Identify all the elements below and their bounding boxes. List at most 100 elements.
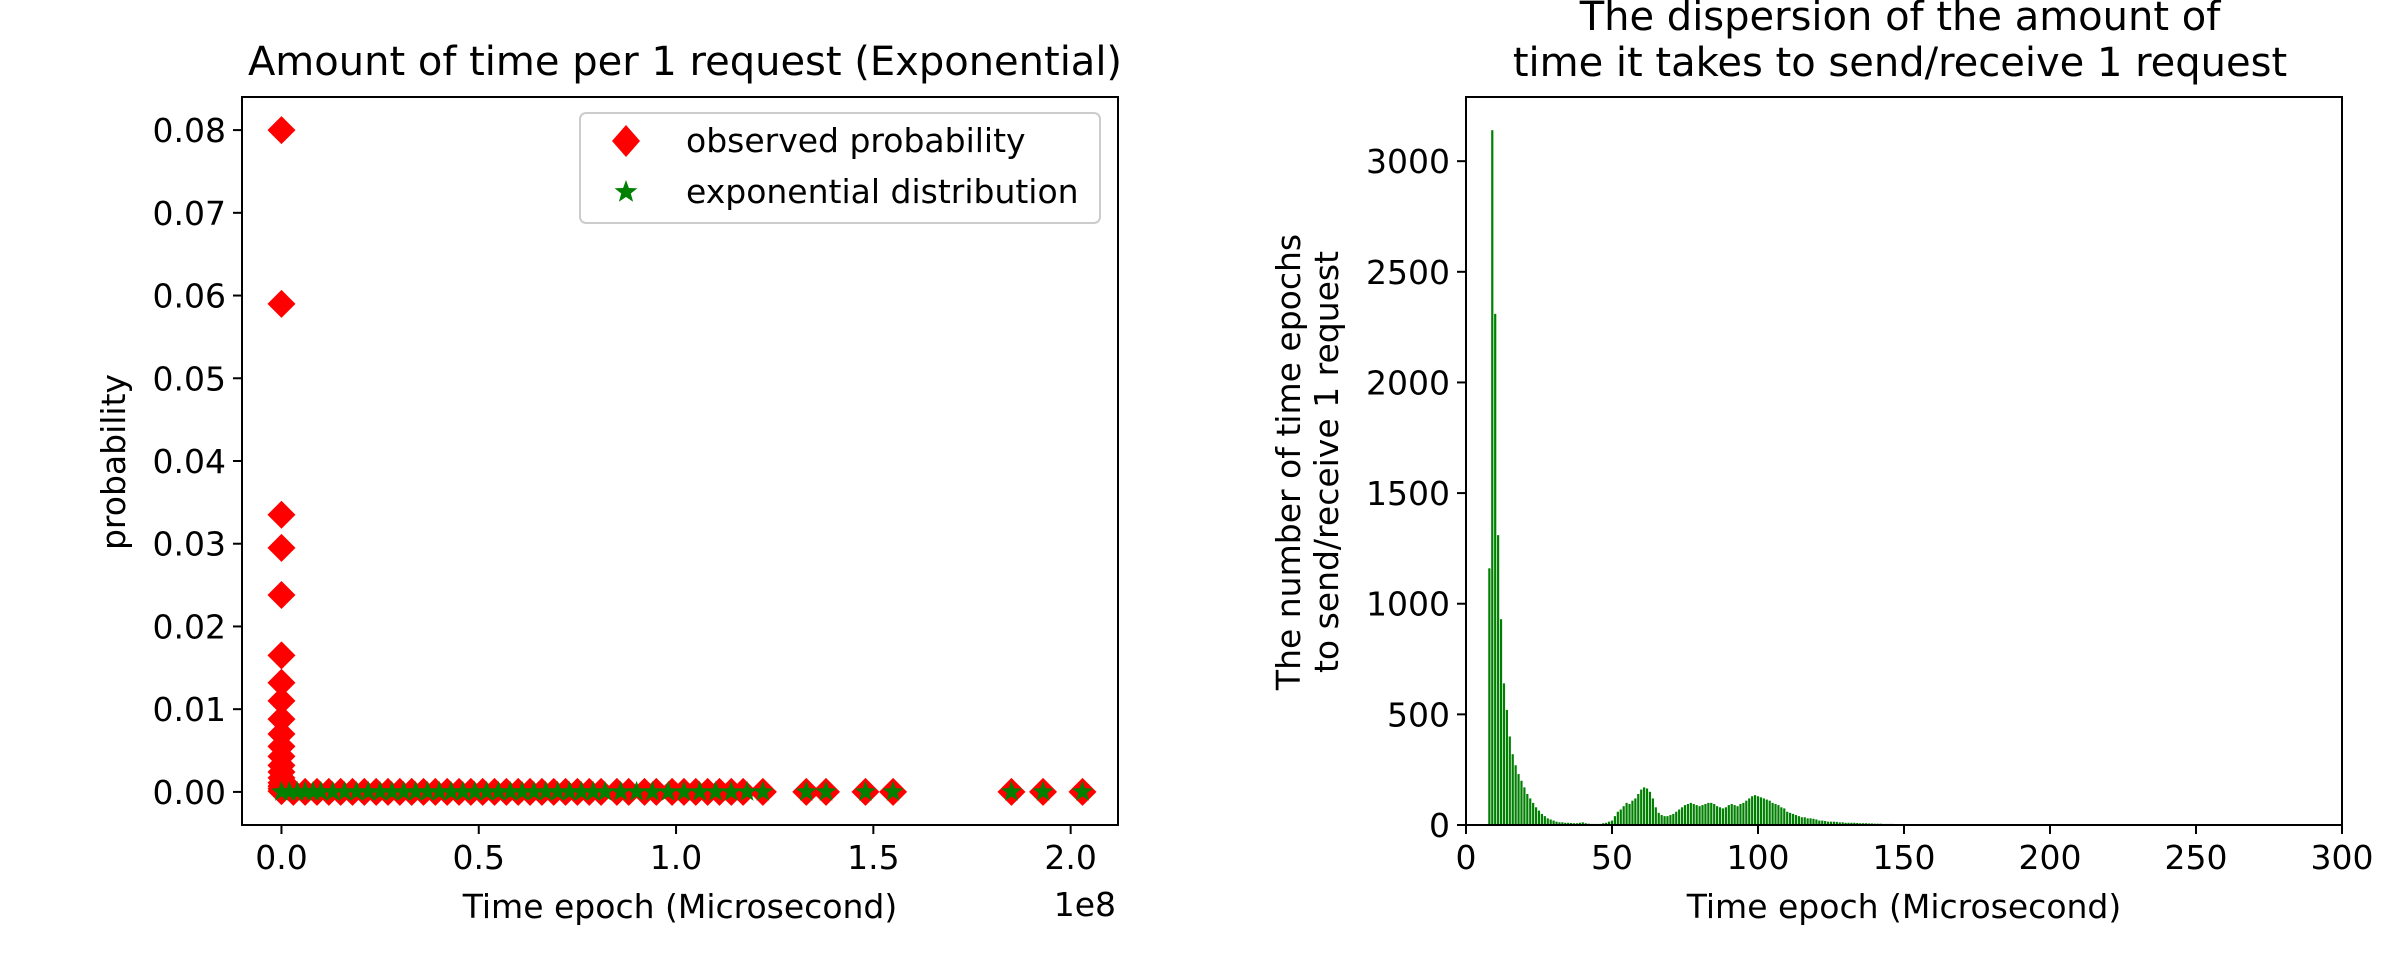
histogram-bar xyxy=(1552,820,1555,825)
right-y-tick-label: 0 xyxy=(1429,806,1450,845)
exponential-distribution-point xyxy=(657,780,679,801)
histogram-bar xyxy=(1853,822,1856,825)
histogram-bar xyxy=(1753,795,1757,825)
exponential-distribution-point xyxy=(278,780,300,801)
histogram-bar xyxy=(1543,816,1546,825)
histogram-bar xyxy=(1619,809,1622,825)
histogram-bar xyxy=(1520,780,1523,825)
histogram-bar xyxy=(1616,811,1619,825)
histogram-bar xyxy=(1502,683,1506,825)
histogram-bar xyxy=(1534,807,1538,825)
left-y-tick-label: 0.01 xyxy=(153,690,226,729)
x-offset-label: 1e8 xyxy=(1054,885,1116,924)
histogram-bar xyxy=(1824,821,1827,825)
histogram-bar xyxy=(1844,822,1847,825)
histogram-bar xyxy=(1771,802,1774,825)
left-x-tick-label: 2.0 xyxy=(1044,838,1096,877)
exponential-distribution-point xyxy=(428,780,450,801)
histogram-bar xyxy=(1713,803,1716,825)
legend-label-exponential: exponential distribution xyxy=(686,172,1079,211)
histogram-bar xyxy=(1777,805,1780,825)
histogram-bar xyxy=(1607,821,1611,825)
exponential-distribution-point xyxy=(570,780,592,801)
histogram-bar xyxy=(1695,805,1698,825)
histogram-bar xyxy=(1555,821,1558,825)
histogram-bar xyxy=(1567,822,1570,825)
exponential-distribution-point xyxy=(752,780,774,801)
histogram-bar xyxy=(1499,619,1503,825)
exponential-distribution-point xyxy=(302,780,324,801)
left-y-tick-label: 0.08 xyxy=(153,111,226,150)
histogram-bar xyxy=(1815,819,1818,825)
histogram-bar xyxy=(1812,818,1815,825)
legend-star-marker xyxy=(614,180,638,202)
histogram-bar xyxy=(1564,822,1567,825)
histogram-bar xyxy=(1689,802,1692,825)
histogram-bar xyxy=(1783,808,1786,825)
exponential-distribution-point xyxy=(271,780,292,801)
histogram-bar xyxy=(1748,798,1751,825)
right-y-tick-label: 1500 xyxy=(1366,474,1450,513)
exponential-distribution-point xyxy=(286,780,308,801)
histogram-bar xyxy=(1727,805,1730,825)
histogram-bar xyxy=(1532,802,1535,825)
left-x-tick-label: 0.0 xyxy=(255,838,307,877)
histogram-bar xyxy=(1669,815,1672,825)
histogram-bar xyxy=(1605,822,1608,825)
right-plot-bars xyxy=(1488,130,1993,825)
histogram-bar xyxy=(1648,791,1652,825)
histogram-bar xyxy=(1549,819,1552,825)
histogram-bar xyxy=(1718,807,1722,825)
histogram-bar xyxy=(1724,807,1727,825)
exponential-distribution-point xyxy=(440,780,462,801)
histogram-bar xyxy=(1540,813,1544,825)
histogram-bar xyxy=(1780,807,1783,825)
histogram-bar xyxy=(1494,313,1497,825)
exponential-distribution-point xyxy=(720,780,742,801)
histogram-bar xyxy=(1809,818,1812,825)
left-x-axis: 0.0 0.5 1.0 1.5 2.0 xyxy=(255,825,1097,877)
right-x-axis-label: Time epoch (Microsecond) xyxy=(1686,887,2122,926)
exponential-distribution-point xyxy=(705,780,726,801)
histogram-bar xyxy=(1797,816,1800,825)
histogram-bar xyxy=(1546,818,1549,825)
histogram-bar xyxy=(1765,799,1768,825)
histogram-bar xyxy=(1692,803,1695,825)
histogram-bar xyxy=(1497,535,1500,825)
exponential-distribution-point xyxy=(393,780,415,801)
histogram-bar xyxy=(1751,796,1754,825)
histogram-bar xyxy=(1514,765,1517,825)
histogram-bar xyxy=(1505,709,1508,825)
exponential-distribution-point xyxy=(499,780,521,801)
right-y-tick-label: 2500 xyxy=(1366,253,1450,292)
observed-probability-point xyxy=(267,668,296,697)
legend-box xyxy=(579,112,1101,224)
histogram-bar xyxy=(1841,822,1844,825)
histogram-bar xyxy=(1537,810,1541,825)
histogram-bar xyxy=(1803,817,1806,825)
exponential-distribution-point xyxy=(855,780,876,801)
left-plot-frame xyxy=(241,96,1119,826)
histogram-bar xyxy=(1756,796,1760,825)
left-x-tick-label: 1.5 xyxy=(847,838,899,877)
exponential-distribution-point xyxy=(369,780,391,801)
histogram-bar xyxy=(1672,813,1675,825)
observed-probability-point xyxy=(267,641,296,670)
histogram-bar xyxy=(1517,774,1520,825)
histogram-bar xyxy=(1622,806,1625,825)
histogram-bar xyxy=(1675,811,1678,825)
right-x-tick-label: 100 xyxy=(1727,838,1790,877)
histogram-bar xyxy=(1794,815,1798,825)
histogram-bar xyxy=(1730,803,1733,825)
histogram-bar xyxy=(1511,754,1514,825)
exponential-distribution-point xyxy=(795,780,817,801)
histogram-bar xyxy=(1829,821,1833,825)
exponential-distribution-point xyxy=(511,780,533,801)
observed-probability-point xyxy=(267,686,296,715)
left-y-tick-label: 0.03 xyxy=(153,525,226,564)
exponential-distribution-point xyxy=(322,780,344,801)
histogram-bar xyxy=(1806,818,1809,825)
exponential-distribution-point xyxy=(882,780,904,801)
left-chart-panel: Amount of time per 1 request (Exponentia… xyxy=(94,39,1122,926)
histogram-bar xyxy=(1526,794,1529,825)
